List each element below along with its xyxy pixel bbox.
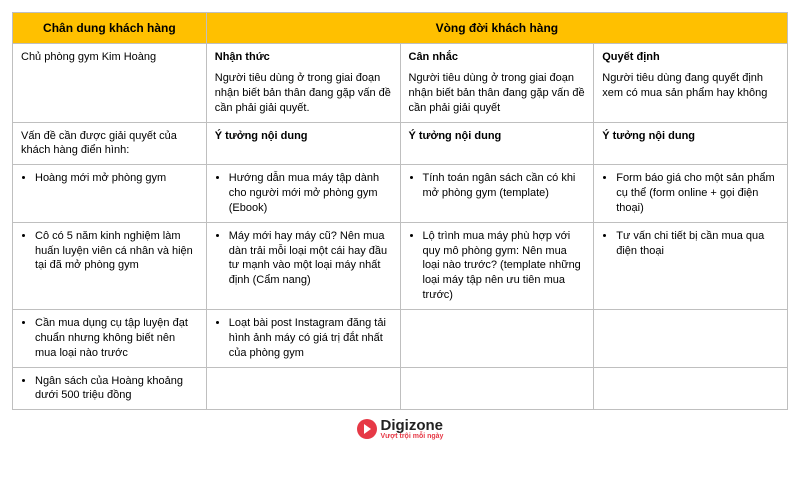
idea-cell: Tính toán ngân sách cần có khi mở phòng … <box>400 165 594 223</box>
customer-lifecycle-table: Chân dung khách hàng Vòng đời khách hàng… <box>12 12 788 410</box>
header-lifecycle: Vòng đời khách hàng <box>206 13 787 44</box>
idea-cell <box>400 367 594 410</box>
idea-cell: Form báo giá cho một sản phẩm cụ thể (fo… <box>594 165 788 223</box>
table-row: Ngân sách của Hoàng khoảng dưới 500 triệ… <box>13 367 788 410</box>
stage-consideration: Cân nhắc Người tiêu dùng ở trong giai đo… <box>400 44 594 122</box>
idea-cell <box>594 367 788 410</box>
stage-desc: Người tiêu dùng ở trong giai đoạn nhận b… <box>409 72 585 114</box>
idea-cell: Tư vấn chi tiết bị cần mua qua điện thoạ… <box>594 222 788 309</box>
idea-cell: Loạt bài post Instagram đăng tải hình ản… <box>206 310 400 368</box>
stage-title: Nhận thức <box>215 50 392 65</box>
table-row: Cô có 5 năm kinh nghiệm làm huấn luyện v… <box>13 222 788 309</box>
idea-cell <box>206 367 400 410</box>
footer-logo: Digizone Vượt trội mỗi ngày <box>12 418 788 444</box>
logo-tagline: Vượt trội mỗi ngày <box>381 433 444 440</box>
problem-label-cell: Vấn đề cần được giải quyết của khách hàn… <box>13 122 207 165</box>
persona-name-cell: Chủ phòng gym Kim Hoàng <box>13 44 207 122</box>
table-row: Cần mua dụng cụ tập luyện đạt chuẩn nhưn… <box>13 310 788 368</box>
logo-name: Digizone <box>381 418 444 433</box>
problem-cell: Cần mua dụng cụ tập luyện đạt chuẩn nhưn… <box>13 310 207 368</box>
idea-label: Ý tưởng nội dung <box>400 122 594 165</box>
idea-cell: Máy mới hay máy cũ? Nên mua dàn trải mỗi… <box>206 222 400 309</box>
stage-title: Cân nhắc <box>409 50 586 65</box>
table-row: Hoàng mới mở phòng gymHướng dẫn mua máy … <box>13 165 788 223</box>
stage-decision: Quyết định Người tiêu dùng đang quyết đị… <box>594 44 788 122</box>
header-persona: Chân dung khách hàng <box>13 13 207 44</box>
stage-title: Quyết định <box>602 50 779 65</box>
play-icon <box>357 419 377 439</box>
idea-cell <box>594 310 788 368</box>
idea-label: Ý tưởng nội dung <box>594 122 788 165</box>
idea-cell <box>400 310 594 368</box>
problem-cell: Cô có 5 năm kinh nghiệm làm huấn luyện v… <box>13 222 207 309</box>
stage-desc: Người tiêu dùng đang quyết định xem có m… <box>602 72 767 99</box>
problem-cell: Hoàng mới mở phòng gym <box>13 165 207 223</box>
problem-cell: Ngân sách của Hoàng khoảng dưới 500 triệ… <box>13 367 207 410</box>
stage-awareness: Nhận thức Người tiêu dùng ở trong giai đ… <box>206 44 400 122</box>
idea-cell: Lộ trình mua máy phù hợp với quy mô phòn… <box>400 222 594 309</box>
idea-cell: Hướng dẫn mua máy tập dành cho người mới… <box>206 165 400 223</box>
idea-label: Ý tưởng nội dung <box>206 122 400 165</box>
stage-desc: Người tiêu dùng ở trong giai đoạn nhận b… <box>215 72 391 114</box>
